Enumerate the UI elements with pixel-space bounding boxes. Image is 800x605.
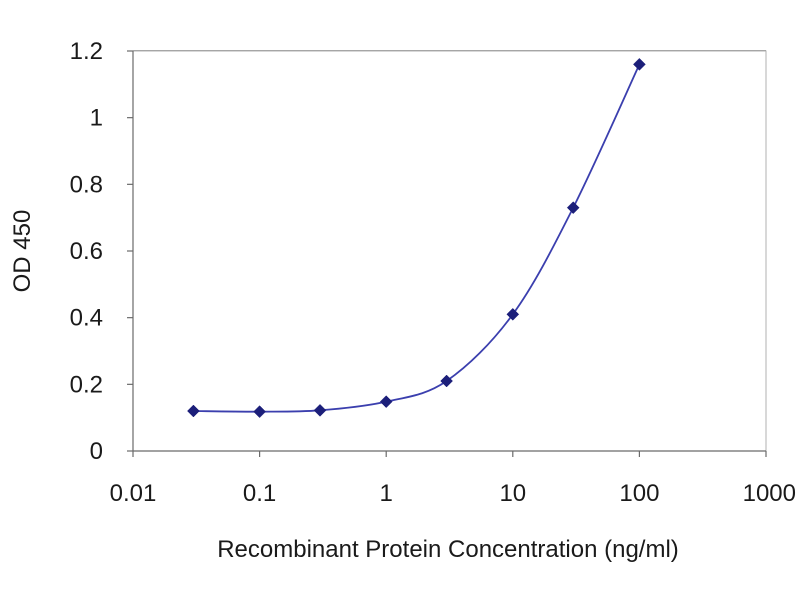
data-point-marker bbox=[313, 403, 327, 417]
series-layer bbox=[187, 57, 646, 419]
axis-layer bbox=[127, 50, 767, 457]
data-point-marker bbox=[187, 404, 200, 418]
x-axis-title: Recombinant Protein Concentration (ng/ml… bbox=[217, 536, 679, 563]
data-point-marker bbox=[440, 374, 453, 388]
x-tick-label: 10 bbox=[499, 480, 526, 507]
data-point-marker bbox=[253, 405, 266, 419]
x-tick-label: 0.1 bbox=[243, 480, 276, 507]
x-tick-label: 100 bbox=[619, 480, 659, 507]
x-tick-label: 1000 bbox=[743, 480, 796, 507]
plot-area bbox=[132, 50, 767, 452]
data-point-marker bbox=[506, 307, 520, 321]
y-tick-label: 1.2 bbox=[70, 38, 103, 65]
y-tick-label: 0.2 bbox=[70, 371, 103, 398]
y-tick-label: 1 bbox=[90, 105, 103, 132]
y-tick-label: 0.8 bbox=[70, 171, 103, 198]
data-point-marker bbox=[566, 201, 580, 215]
y-tick-label: 0 bbox=[90, 438, 103, 465]
x-tick-label: 1 bbox=[380, 480, 393, 507]
label-layer: Recombinant Protein Concentration (ng/ml… bbox=[9, 38, 796, 563]
data-point-marker bbox=[633, 57, 646, 71]
y-tick-label: 0.6 bbox=[70, 238, 103, 265]
data-point-marker bbox=[379, 395, 393, 409]
x-tick-label: 0.01 bbox=[110, 480, 157, 507]
y-axis-title: OD 450 bbox=[9, 210, 36, 293]
y-tick-label: 0.4 bbox=[70, 305, 103, 332]
